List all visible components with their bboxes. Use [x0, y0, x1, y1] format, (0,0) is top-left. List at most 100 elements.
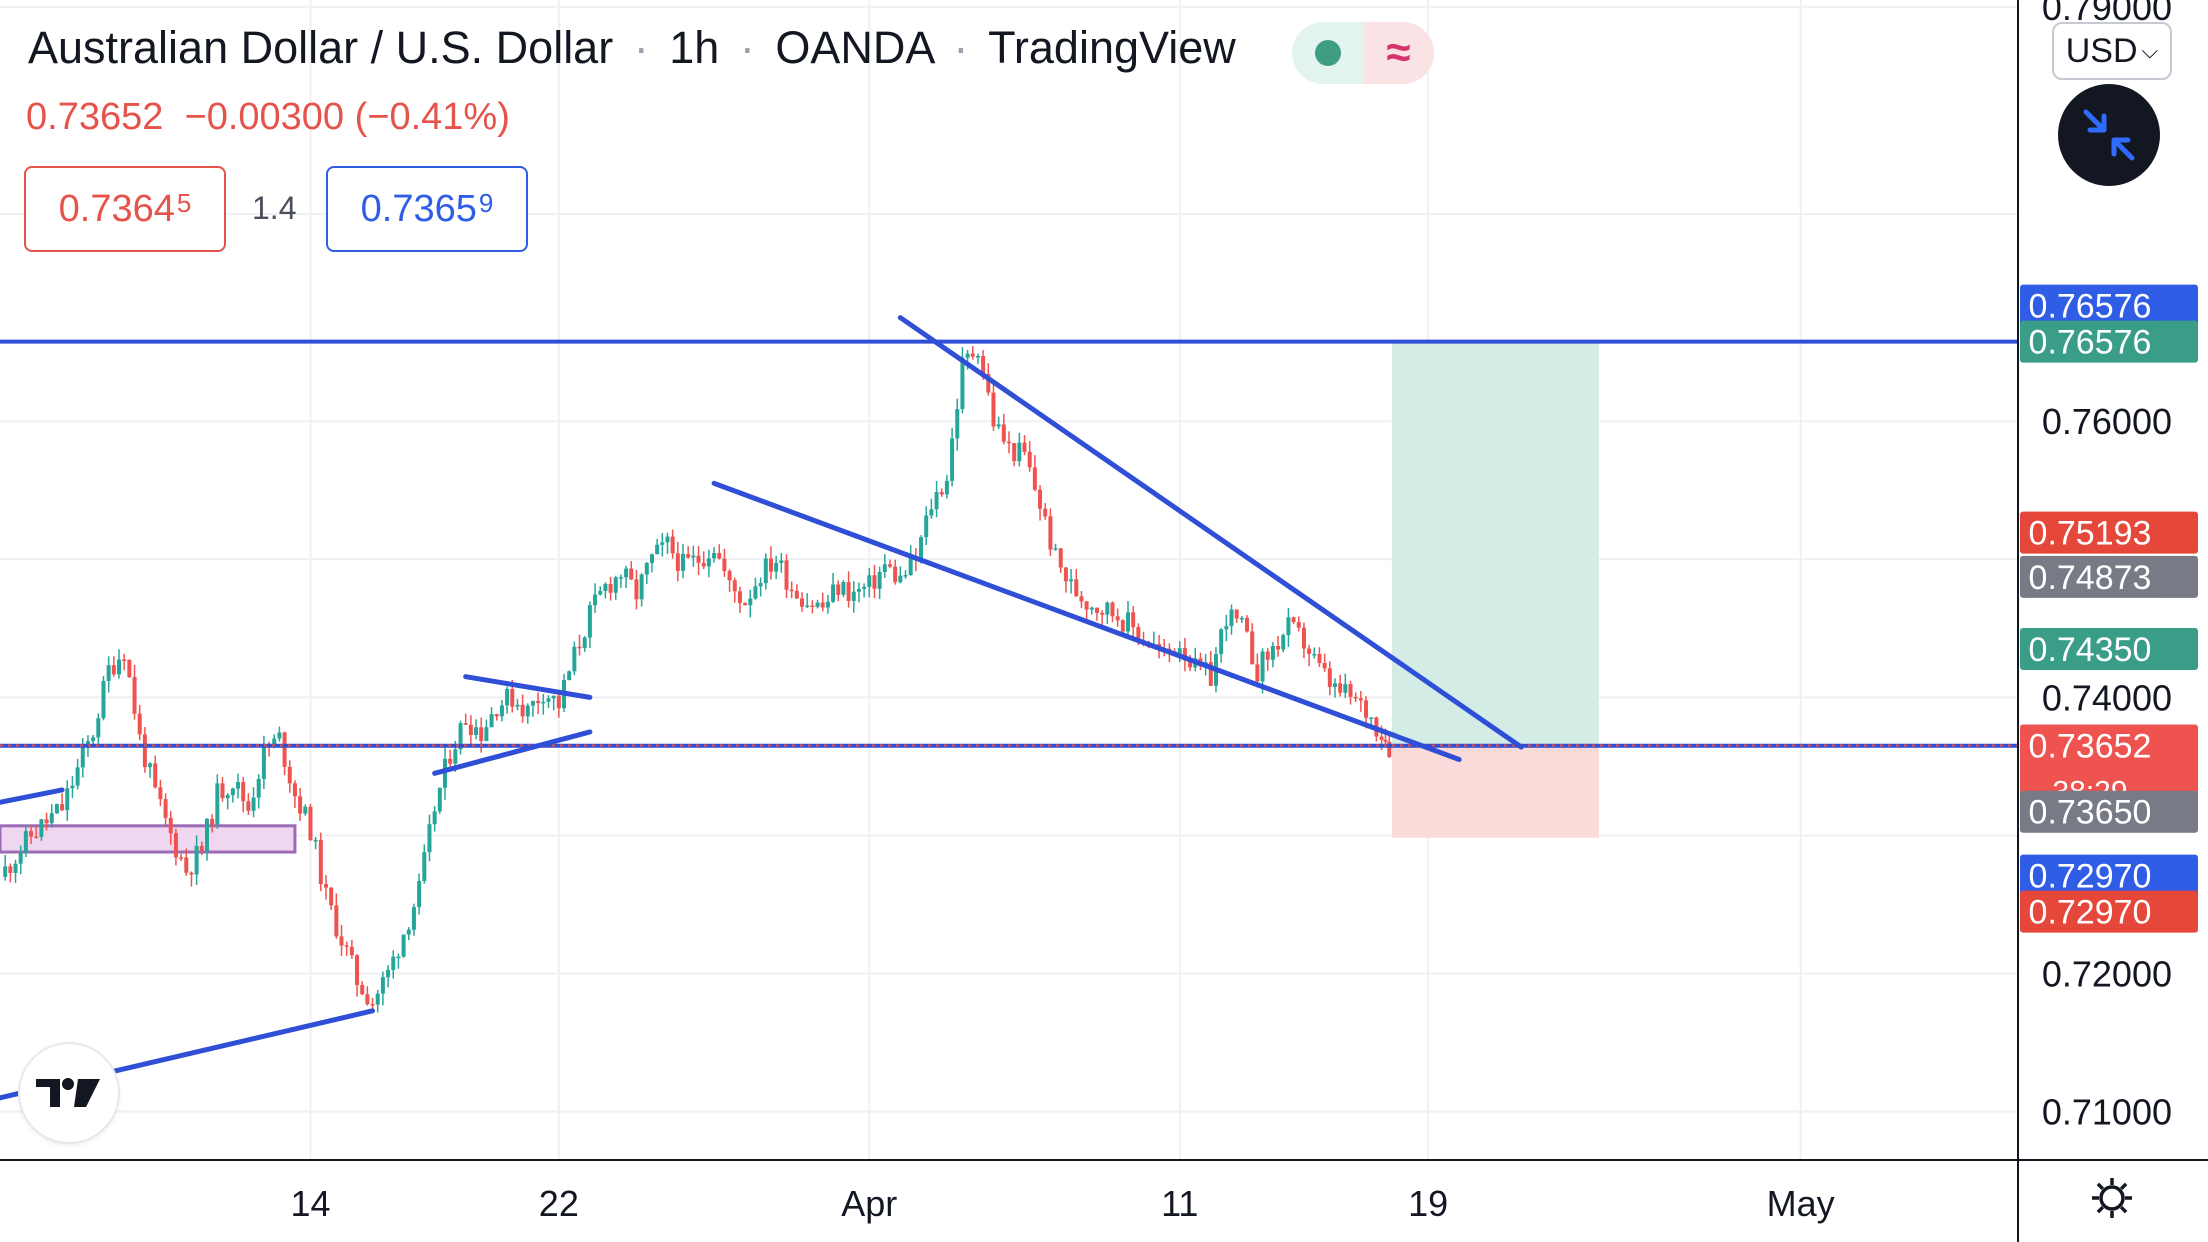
y-tick-label: 0.72000 [2042, 954, 2172, 995]
buy-price-button[interactable]: 0.7365 9 [326, 166, 528, 252]
candle [484, 727, 489, 742]
candle [582, 637, 587, 648]
candle [634, 579, 639, 600]
candle [282, 732, 287, 767]
candle [727, 571, 732, 581]
candle [1110, 602, 1115, 617]
candle [370, 1004, 375, 1006]
collapse-button[interactable] [2058, 84, 2160, 186]
candle [241, 782, 246, 802]
price-change: −0.00300 [184, 96, 345, 138]
price-tag-label: 0.76576 [2029, 288, 2152, 326]
price-tag-label: 0.72970 [2029, 858, 2152, 896]
price-tag-bg [2020, 790, 2198, 833]
candle [323, 884, 328, 888]
candle [422, 852, 427, 881]
candle [1022, 442, 1027, 452]
candle [981, 355, 986, 374]
candle [950, 438, 955, 481]
last-price: 0.73652 [26, 96, 164, 138]
candle [225, 795, 230, 799]
currency-selector[interactable]: USD ⌵ [2052, 22, 2172, 80]
interval-label[interactable]: 1h [669, 22, 720, 73]
candle [1250, 631, 1255, 665]
candle [944, 480, 949, 495]
candle [1038, 489, 1043, 509]
price-tag: 0.74873 [2020, 555, 2198, 598]
candle [1001, 424, 1006, 442]
candle [624, 568, 629, 578]
candle [1387, 741, 1392, 757]
candle [194, 845, 199, 875]
candle [1353, 696, 1358, 699]
price-tag: 0.72970 [2020, 854, 2198, 897]
bid-pip: 5 [176, 187, 192, 218]
candle [204, 818, 209, 852]
candle [1126, 612, 1131, 632]
candle [137, 713, 142, 735]
candle [686, 553, 691, 558]
price-tag-bg [2020, 555, 2198, 598]
symbol-header[interactable]: Australian Dollar / U.S. Dollar · 1h · O… [28, 22, 1236, 73]
candle [520, 704, 525, 717]
candle [494, 714, 499, 717]
candle [1383, 739, 1388, 742]
candle [308, 806, 313, 840]
candle [618, 577, 623, 579]
candle [287, 766, 292, 784]
candle [743, 603, 748, 606]
candle [872, 575, 877, 589]
candle [1027, 451, 1032, 468]
price-tag-bg [2020, 628, 2198, 671]
candle [1270, 645, 1275, 660]
candle [660, 542, 665, 545]
candle [1379, 736, 1384, 740]
price-tag: 0.72970 [2020, 890, 2198, 933]
candle [789, 589, 794, 592]
candle [23, 831, 28, 854]
candle [706, 558, 711, 567]
candle [101, 680, 106, 719]
candle [329, 887, 334, 906]
candle [887, 564, 892, 567]
gear-icon[interactable] [2088, 1174, 2136, 1222]
candle [474, 727, 479, 735]
candle [867, 575, 872, 587]
candle [608, 583, 613, 593]
candle [1012, 443, 1017, 462]
tradingview-logo[interactable] [20, 1044, 118, 1142]
price-tag-bg [2020, 854, 2198, 897]
candle [893, 566, 898, 583]
y-tick-label: 0.71000 [2042, 1092, 2172, 1133]
candle [1286, 617, 1291, 636]
x-tick-label: 14 [290, 1183, 330, 1224]
candle [75, 767, 80, 786]
sell-price-button[interactable]: 0.7364 5 [24, 166, 226, 252]
candle [1322, 662, 1327, 669]
candle [1301, 627, 1306, 649]
candle [598, 590, 603, 595]
chevron-down-icon: ⌵ [2141, 38, 2159, 63]
candle [153, 763, 158, 788]
x-tick-label: May [1767, 1183, 1835, 1224]
price-tag: 0.75193 [2020, 511, 2198, 554]
price-tag-label: 0.73652 [2029, 727, 2152, 765]
candle [189, 872, 194, 875]
candle [396, 956, 401, 959]
candle [779, 560, 784, 563]
candle [401, 934, 406, 957]
candle [960, 357, 965, 410]
candle [1234, 609, 1239, 619]
candle [1276, 645, 1281, 650]
candle [556, 695, 561, 709]
candle [127, 659, 132, 678]
candle [391, 956, 396, 970]
candle [49, 813, 54, 824]
trendline [0, 787, 65, 805]
candle [349, 946, 354, 956]
candle [272, 738, 277, 748]
dot-icon [1314, 40, 1341, 66]
candle [794, 590, 799, 599]
candle [856, 588, 861, 592]
market-status-pill[interactable]: ≈ [1292, 22, 1434, 84]
